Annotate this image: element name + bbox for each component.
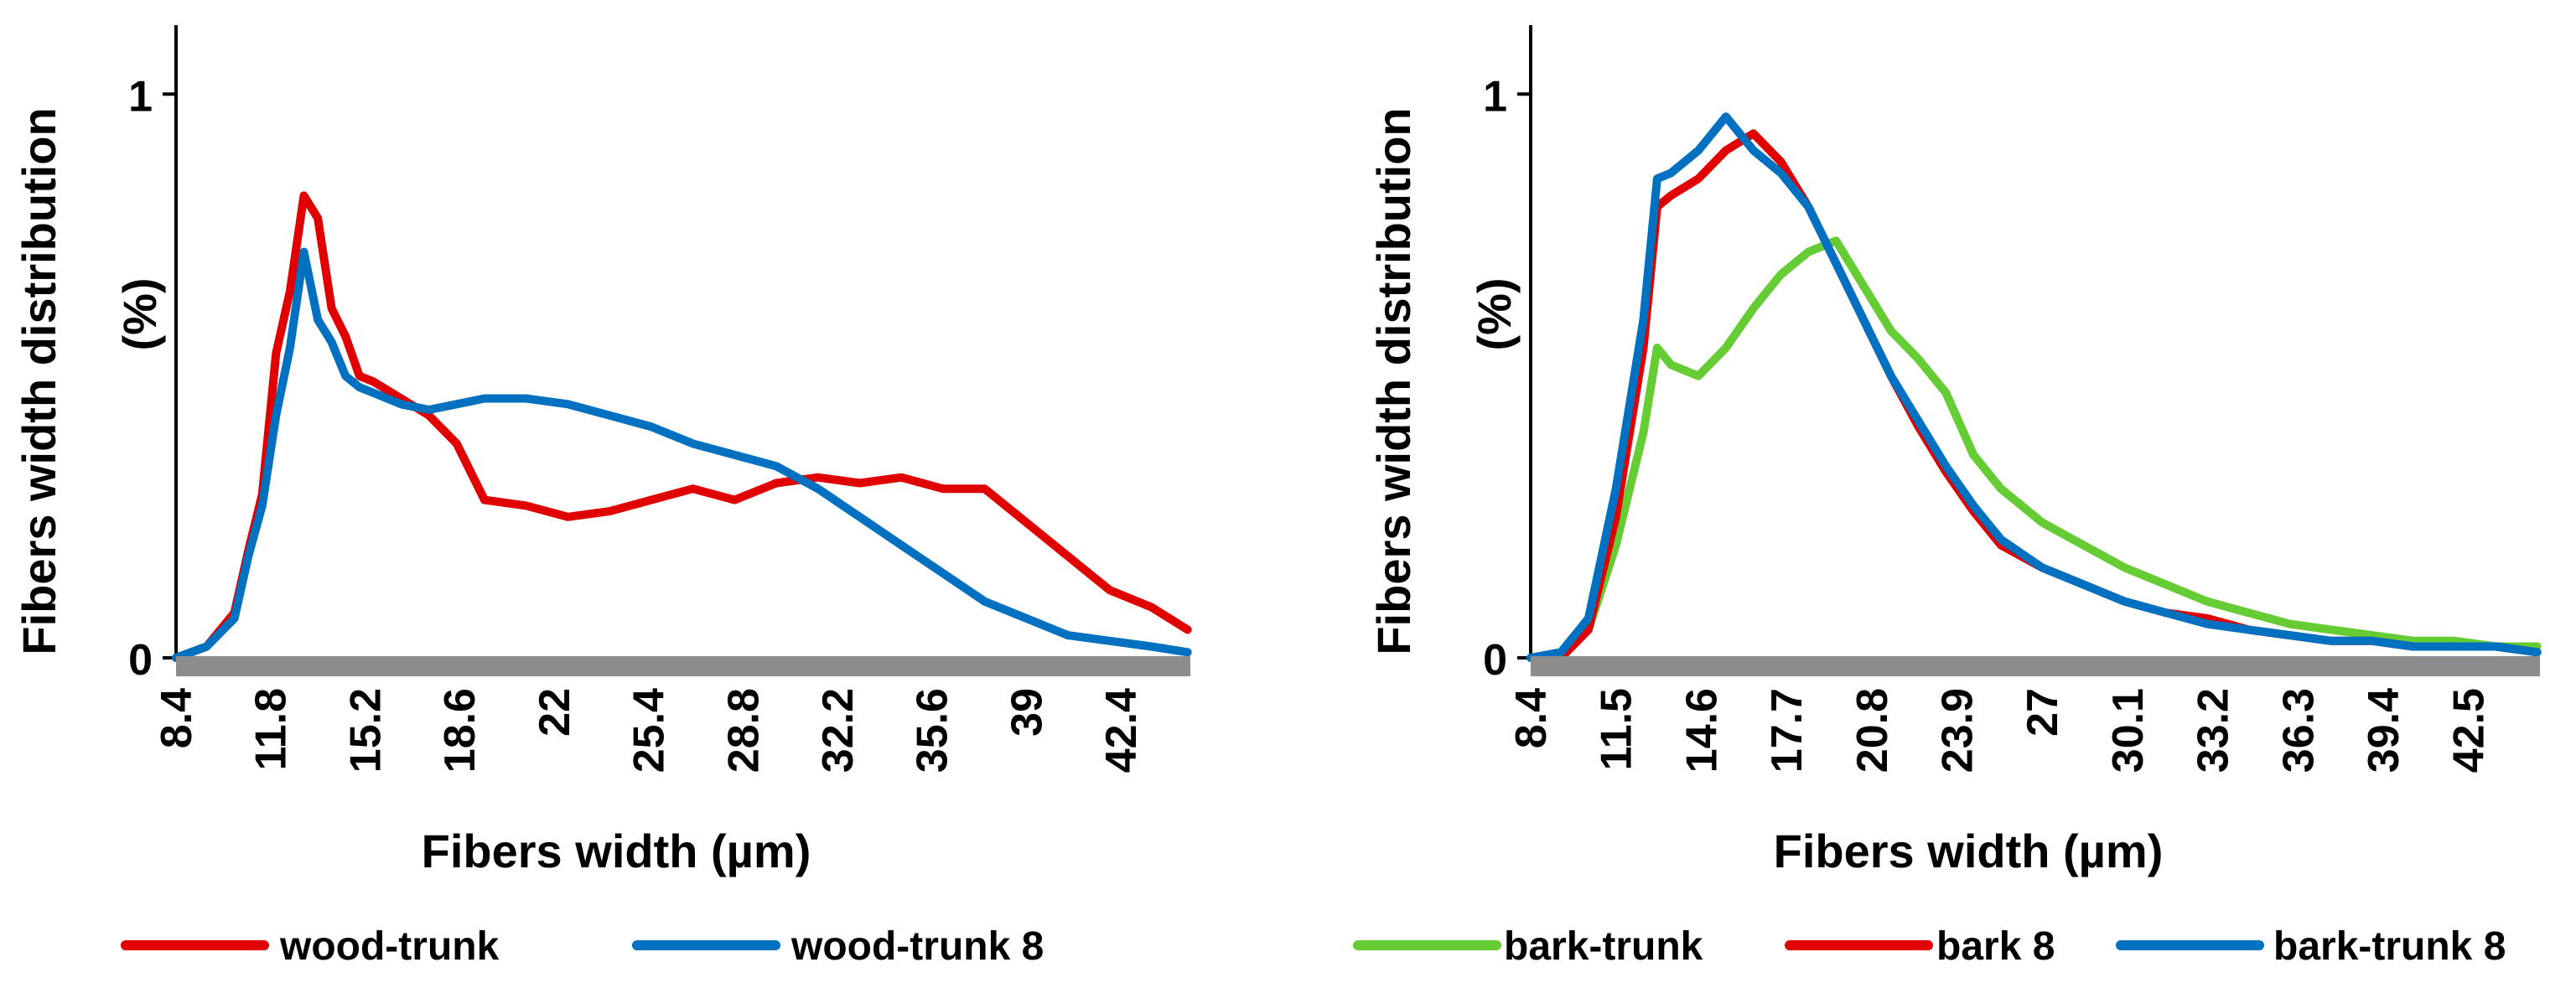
- x-tick-label: 8.4: [153, 688, 201, 748]
- legend: wood-trunk wood-trunk 8: [121, 924, 1044, 969]
- x-tick-label: 28.8: [719, 688, 768, 773]
- x-axis-title: Fibers width (µm): [1774, 825, 2164, 877]
- y-axis-title: Fibers width distribution: [1367, 107, 1420, 654]
- y-tick-label: 0: [128, 636, 153, 685]
- y-axis-unit: (%): [1468, 277, 1521, 350]
- y-tick-label: 0: [1483, 636, 1507, 685]
- x-tick-label: 33.2: [2190, 688, 2238, 773]
- x-tick-label: 30.1: [2104, 688, 2153, 773]
- legend: bark-trunk bark 8 bark-trunk 8: [1353, 924, 2506, 969]
- x-tick-label: 18.6: [436, 688, 485, 773]
- x-tick-label: 11.8: [247, 688, 296, 770]
- x-tick-label: 39.4: [2360, 688, 2408, 773]
- x-tick-label: 20.8: [1848, 688, 1897, 773]
- legend-label: bark-trunk 8: [2273, 924, 2506, 969]
- x-tick-label: 36.3: [2274, 688, 2323, 773]
- x-axis-band: [1531, 656, 2540, 676]
- x-tick-label: 11.5: [1593, 688, 1641, 770]
- x-tick-label: 35.6: [909, 688, 957, 773]
- x-tick-label: 8.4: [1507, 688, 1556, 748]
- x-tick-label: 15.2: [341, 688, 390, 773]
- x-axis-band: [176, 656, 1190, 676]
- legend-label: bark-trunk: [1504, 924, 1703, 969]
- x-tick-label: 42.4: [1097, 688, 1146, 773]
- x-tick-label: 25.4: [625, 688, 674, 773]
- x-axis-title: Fibers width (µm): [422, 825, 811, 877]
- series-line-3: [1526, 112, 2542, 662]
- y-axis-title: Fibers width distribution: [13, 107, 65, 654]
- x-tick-label: 17.7: [1763, 688, 1811, 773]
- x-tick-label: 32.2: [814, 688, 863, 773]
- series-line-1: [1526, 236, 2542, 662]
- legend-label: bark 8: [1936, 924, 2055, 969]
- x-tick-label: 23.9: [1934, 688, 1983, 773]
- y-tick-label: 1: [128, 72, 153, 121]
- chart-2: 0 1 Fibers width distribution (%) 8.4 11.5 14.…: [1353, 25, 2542, 969]
- y-tick-label: 1: [1483, 72, 1507, 121]
- chart-1: 0 1 Fibers width distribution (%) 8.4 11.8 15.…: [13, 25, 1192, 969]
- x-tick-label: 39: [1003, 688, 1051, 737]
- x-tick-label: 42.5: [2445, 688, 2494, 773]
- legend-label: wood-trunk 8: [790, 924, 1044, 969]
- series-line-2: [1526, 129, 2542, 662]
- y-axis-unit: (%): [113, 277, 166, 350]
- legend-label: wood-trunk: [279, 924, 500, 969]
- x-tick-label: 27: [2019, 688, 2067, 737]
- series-line-2: [172, 247, 1192, 662]
- series-line-1: [172, 191, 1192, 662]
- x-tick-label: 22: [531, 688, 579, 737]
- x-tick-label: 14.6: [1677, 688, 1726, 773]
